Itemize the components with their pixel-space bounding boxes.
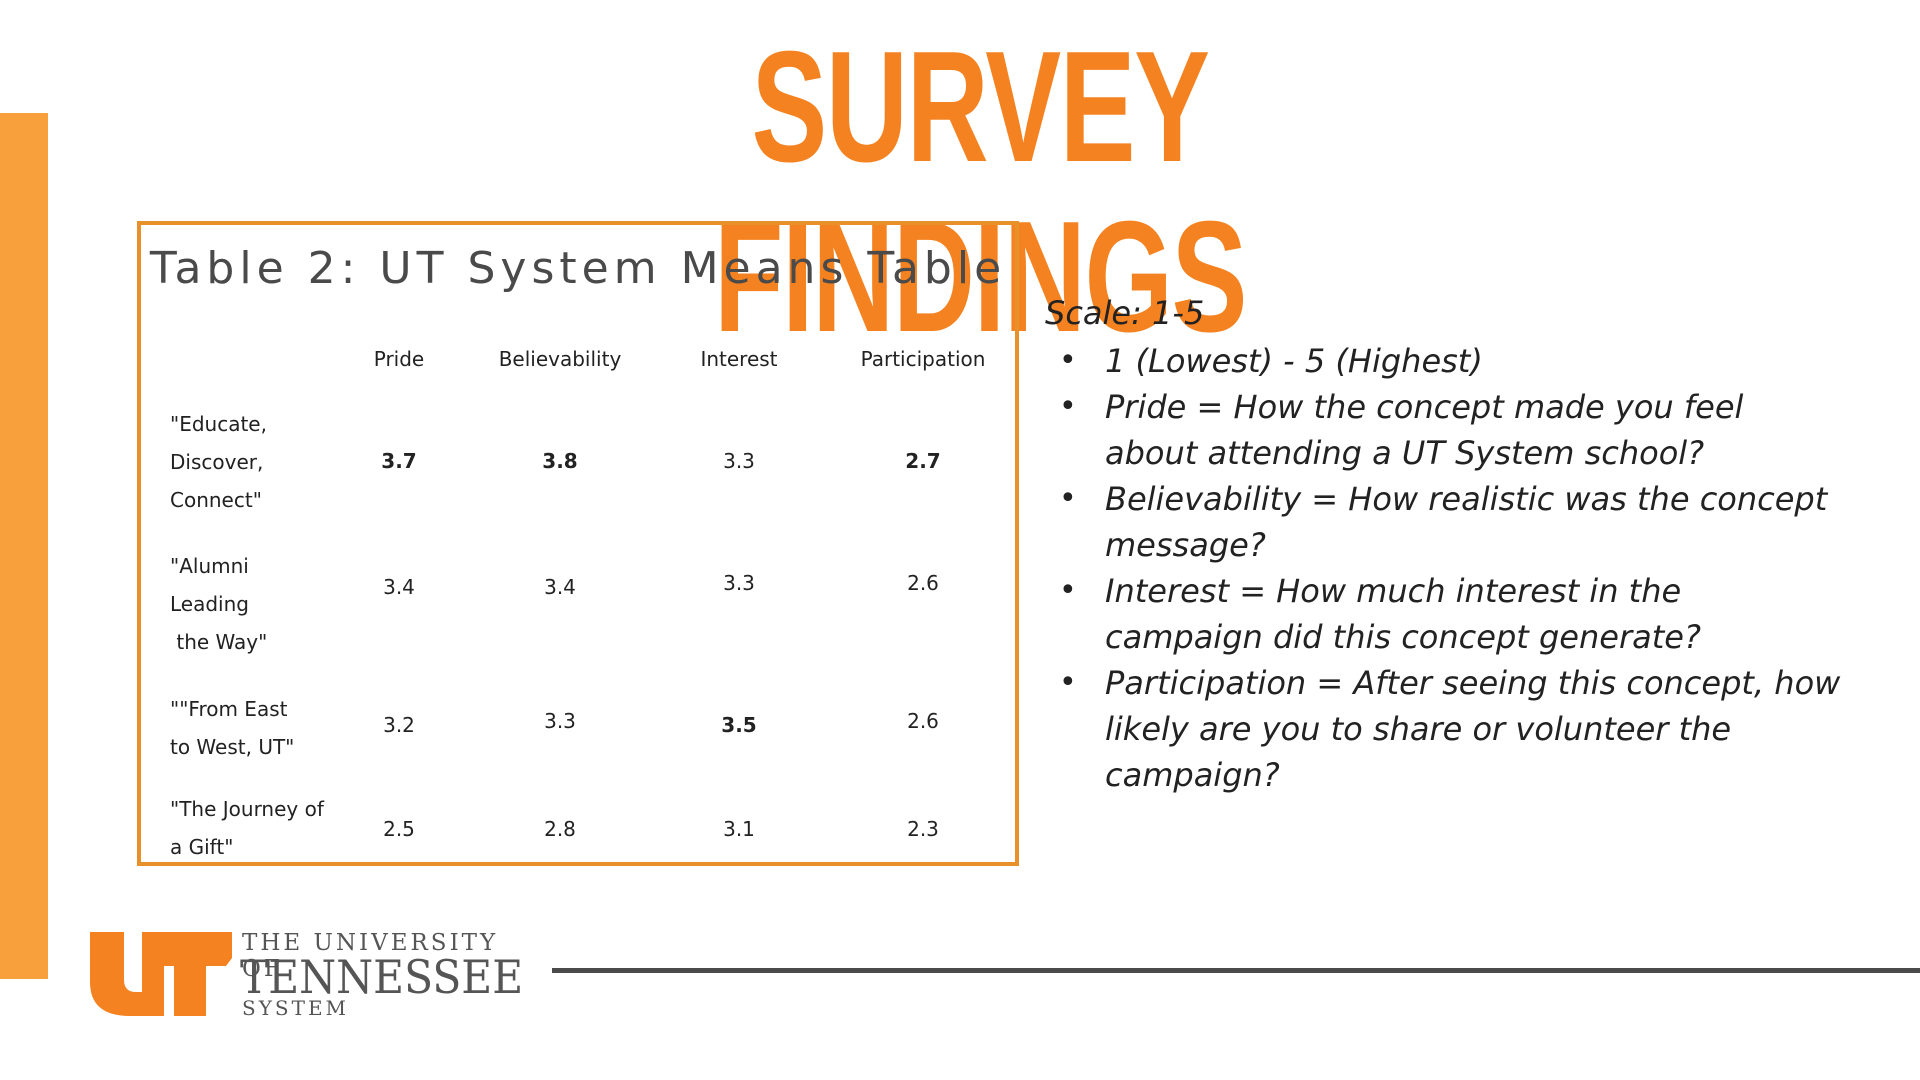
row2-believability: 3.4 xyxy=(544,575,576,599)
scale-item-participation: Participation = After seeing this concep… xyxy=(1045,660,1845,798)
row3-believability: 3.3 xyxy=(544,709,576,733)
row-label-east-west: ""From East to West, UT" xyxy=(170,697,295,759)
row1-interest: 3.3 xyxy=(723,449,755,473)
means-table: Table 2: UT System Means Table Pride Bel… xyxy=(137,221,1019,866)
row1-pride: 3.7 xyxy=(381,449,417,473)
row2-participation: 2.6 xyxy=(907,571,939,595)
scale-item-pride: Pride = How the concept made you feel ab… xyxy=(1045,384,1845,476)
row-label-journey: "The Journey of a Gift" xyxy=(170,797,324,859)
row1-believability: 3.8 xyxy=(542,449,578,473)
row3-interest: 3.5 xyxy=(721,713,757,737)
slide-title: SURVEY FINDINGS xyxy=(713,19,1247,365)
logo-line2: TENNESSEE xyxy=(240,950,524,1004)
header-interest: Interest xyxy=(700,347,778,371)
row-label-alumni: "Alumni Leading the Way" xyxy=(170,554,268,654)
side-accent-bar xyxy=(0,113,48,979)
header-participation: Participation xyxy=(860,347,986,371)
row2-interest: 3.3 xyxy=(723,571,755,595)
row4-pride: 2.5 xyxy=(383,817,415,841)
row3-participation: 2.6 xyxy=(907,709,939,733)
header-believability: Believability xyxy=(498,347,622,371)
row-label-educate: "Educate, Discover, Connect" xyxy=(170,412,267,512)
scale-item-range: 1 (Lowest) - 5 (Highest) xyxy=(1045,338,1845,384)
row1-participation: 2.7 xyxy=(905,449,941,473)
ut-logo-icon xyxy=(90,932,232,1016)
logo-line1: THE UNIVERSITY OF xyxy=(242,930,499,982)
table-title: Table 2: UT System Means Table xyxy=(149,243,1007,294)
header-pride: Pride xyxy=(373,347,425,371)
scale-item-believability: Believability = How realistic was the co… xyxy=(1045,476,1845,568)
row2-pride: 3.4 xyxy=(383,575,415,599)
row4-participation: 2.3 xyxy=(907,817,939,841)
row4-believability: 2.8 xyxy=(544,817,576,841)
row3-pride: 3.2 xyxy=(383,713,415,737)
scale-heading: Scale: 1-5 xyxy=(1045,294,1205,332)
ut-system-logo: THE UNIVERSITY OF TENNESSEE SYSTEM xyxy=(90,930,524,1020)
scale-legend: Scale: 1-5 1 (Lowest) - 5 (Highest) Prid… xyxy=(1045,290,1845,798)
footer-divider xyxy=(552,968,1920,973)
scale-list: 1 (Lowest) - 5 (Highest) Pride = How the… xyxy=(1045,338,1845,798)
scale-item-interest: Interest = How much interest in the camp… xyxy=(1045,568,1845,660)
logo-line3: SYSTEM xyxy=(242,996,350,1020)
row4-interest: 3.1 xyxy=(723,817,755,841)
